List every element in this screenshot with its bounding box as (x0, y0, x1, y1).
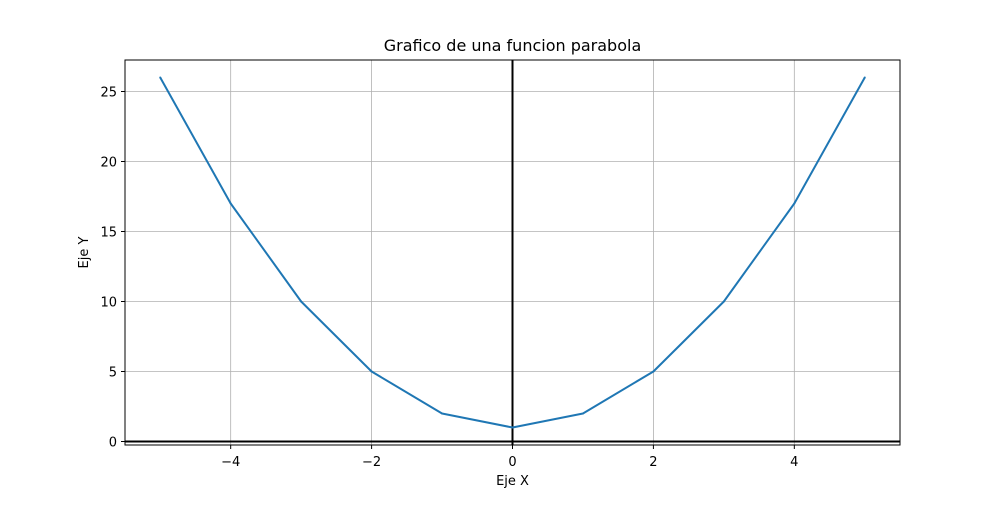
y-tick-label: 10 (100, 296, 117, 311)
data-point (793, 202, 796, 205)
data-point (511, 426, 514, 429)
series-layer (159, 76, 866, 429)
x-tick-label: 0 (508, 455, 516, 470)
data-point (722, 300, 725, 303)
data-point (159, 76, 162, 79)
x-tick-label: −2 (362, 455, 381, 470)
y-axis-label: Eje Y (77, 236, 92, 268)
y-axis-ticks: 0 5 10 15 20 25 (100, 86, 125, 451)
chart-title: Grafico de una funcion parabola (384, 36, 642, 55)
data-point (441, 412, 444, 415)
data-point (370, 370, 373, 373)
x-tick-label: −4 (221, 455, 240, 470)
x-tick-label: 4 (790, 455, 798, 470)
y-tick-label: 5 (109, 366, 117, 381)
y-tick-label: 0 (109, 436, 117, 451)
x-axis-ticks: −4 −2 0 2 4 (221, 445, 798, 470)
y-tick-label: 20 (100, 156, 117, 171)
data-point (229, 202, 232, 205)
reference-lines (125, 60, 900, 445)
data-point (652, 370, 655, 373)
data-point (300, 300, 303, 303)
y-tick-label: 15 (100, 226, 117, 241)
y-tick-label: 25 (100, 86, 117, 101)
data-point (863, 76, 866, 79)
x-axis-label: Eje X (496, 474, 529, 489)
data-point (581, 412, 584, 415)
x-tick-label: 2 (649, 455, 657, 470)
